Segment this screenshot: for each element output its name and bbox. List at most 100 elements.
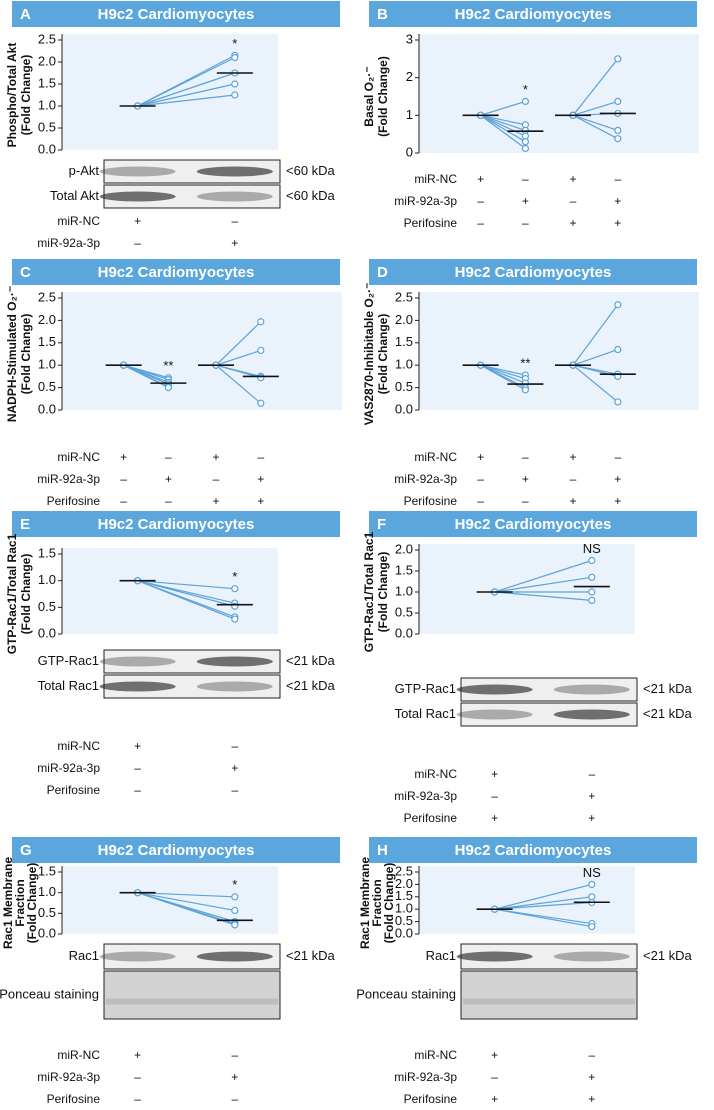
condition-mark: – (588, 1048, 595, 1062)
pair-line (480, 114, 526, 131)
condition-label: Perifosine (404, 494, 458, 508)
significance-label: * (232, 36, 237, 51)
y-tick-label: 0.5 (395, 604, 413, 619)
data-point (231, 91, 239, 99)
condition-mark: + (257, 494, 264, 508)
pair-line (480, 100, 526, 116)
y-tick-label: 0.5 (38, 905, 56, 920)
panel-letter: A (20, 6, 31, 23)
y-axis-label: (Fold Change) (25, 863, 39, 944)
blot-label: Rac1 (69, 948, 99, 963)
condition-label: miR-92a-3p (37, 236, 100, 250)
condition-mark: – (120, 494, 127, 508)
blot-band (553, 709, 630, 720)
condition-label: miR-NC (57, 1048, 100, 1062)
y-axis-label: (Fold Change) (382, 863, 396, 944)
blot-band (99, 951, 176, 962)
y-tick-label: 1.5 (395, 562, 413, 577)
y-tick-label: 0.0 (38, 925, 56, 940)
y-axis-label: VAS2870-Inhibitable O₂·⁻ (362, 283, 376, 426)
y-tick-label: 0.0 (395, 625, 413, 640)
condition-label: miR-NC (57, 450, 100, 464)
data-point (521, 386, 530, 394)
data-point (588, 556, 596, 565)
condition-mark: + (134, 1048, 141, 1062)
condition-mark: + (491, 1048, 498, 1062)
significance-label: NS (583, 865, 601, 880)
panel-letter: D (377, 264, 388, 281)
condition-mark: – (134, 236, 141, 250)
condition-mark: + (212, 450, 219, 464)
condition-mark: + (588, 811, 595, 825)
panel-letter: F (377, 516, 386, 533)
condition-mark: – (257, 450, 264, 464)
y-tick-label: 2.0 (395, 876, 413, 891)
y-axis-label: Phospho/Total Akt (5, 43, 19, 148)
condition-mark: – (491, 1070, 498, 1084)
blot-band (196, 191, 273, 202)
condition-mark: + (257, 472, 264, 486)
pair-line (137, 580, 235, 607)
y-tick-label: 2.0 (38, 53, 56, 68)
condition-label: miR-92a-3p (394, 789, 457, 803)
y-tick-label: 1.5 (38, 334, 56, 349)
condition-label: Perifosine (404, 1092, 458, 1106)
y-tick-label: 1.5 (38, 545, 56, 560)
y-axis-label: (Fold Change) (376, 552, 390, 633)
condition-mark: – (477, 494, 484, 508)
data-point (231, 53, 239, 62)
pair-line (572, 58, 619, 116)
blot-band (553, 684, 630, 695)
pair-line (572, 364, 619, 403)
data-point (231, 615, 239, 623)
y-tick-label: 0.0 (38, 141, 56, 156)
pair-line (572, 114, 619, 140)
condition-mark: + (477, 450, 484, 464)
condition-mark: + (614, 194, 621, 208)
plot-area (419, 34, 699, 153)
plot-area (62, 866, 278, 934)
blot-label: p-Akt (69, 163, 100, 178)
y-tick-label: 1.5 (38, 75, 56, 90)
y-tick-label: 2.0 (38, 312, 56, 327)
y-tick-label: 1.0 (395, 357, 413, 372)
condition-mark: + (212, 494, 219, 508)
pair-line (494, 591, 592, 601)
blot-label: Total Akt (50, 188, 100, 203)
data-point (588, 596, 596, 605)
pair-line (480, 364, 526, 380)
condition-mark: + (522, 472, 529, 486)
plot-area (419, 292, 699, 410)
condition-label: miR-NC (414, 450, 457, 464)
panel-header (369, 511, 697, 537)
y-axis-label: GTP-Rac1/Total Rac1 (5, 533, 19, 654)
y-axis-label: (Fold Change) (376, 56, 390, 137)
condition-mark: + (569, 494, 576, 508)
y-tick-label: 0.5 (38, 599, 56, 614)
condition-mark: + (491, 811, 498, 825)
condition-mark: – (491, 789, 498, 803)
y-tick-label: 0.5 (395, 379, 413, 394)
pair-line (137, 57, 236, 107)
condition-label: Perifosine (404, 216, 458, 230)
condition-mark: – (614, 450, 621, 464)
data-point (588, 588, 596, 596)
significance-label: ** (163, 358, 173, 373)
condition-label: Perifosine (404, 811, 458, 825)
data-point (257, 318, 265, 326)
blot-band (99, 681, 176, 692)
pair-line (480, 364, 526, 391)
panel-header (12, 511, 340, 537)
condition-mark: – (165, 494, 172, 508)
pair-line (137, 94, 235, 107)
blot-band (456, 684, 533, 695)
condition-mark: – (134, 1092, 141, 1106)
condition-mark: – (522, 172, 529, 186)
y-tick-label: 2.5 (395, 863, 413, 878)
data-point (614, 126, 622, 134)
condition-mark: – (231, 214, 238, 228)
y-tick-label: 3 (406, 31, 413, 46)
blot-band (99, 656, 176, 667)
panel-title: H9c2 Cardiomyocytes (98, 516, 255, 533)
condition-mark: – (477, 216, 484, 230)
